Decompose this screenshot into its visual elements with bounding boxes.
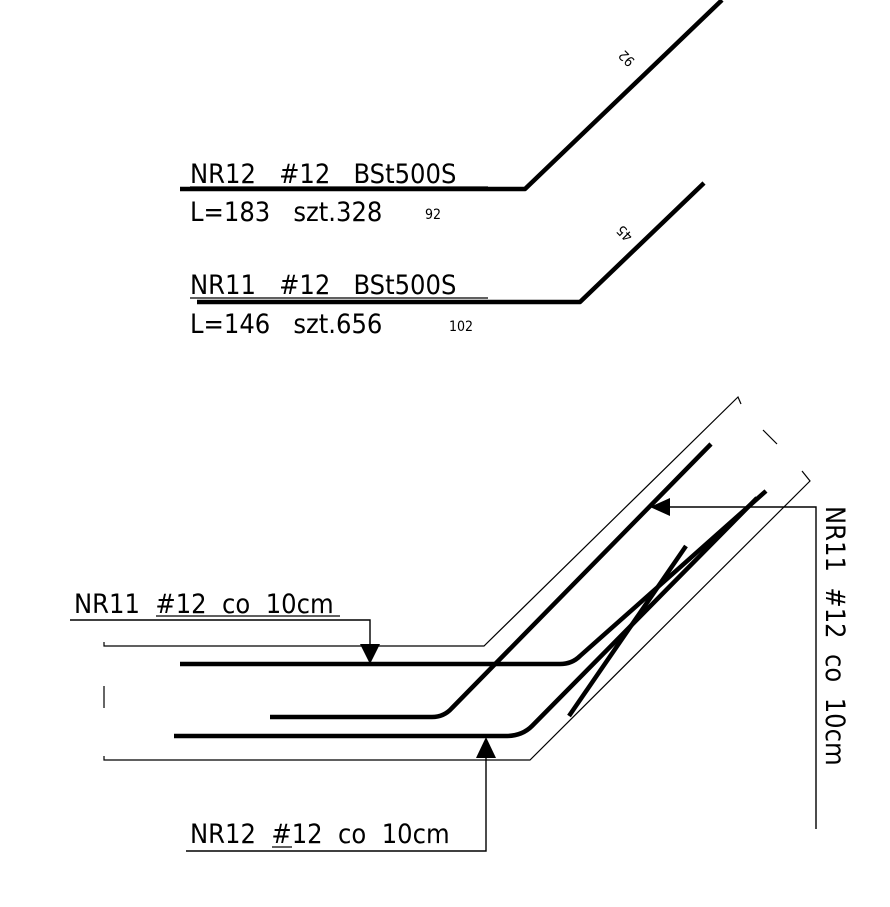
arrow-head-icon: [360, 644, 380, 664]
rebar-nr12-upper: [270, 442, 713, 720]
bar-shape-nr12: [180, 0, 724, 192]
callout-nr12-bottom-label: NR12 #12 co 10cm: [190, 819, 450, 850]
callout-nr11-right-label: NR11 #12 co 10cm: [819, 506, 850, 766]
arrow-head-icon: [476, 737, 496, 758]
callout-nr11-right: NR11 #12 co 10cm: [650, 498, 850, 829]
arrow-head-icon: [650, 498, 670, 516]
concrete-outline: [103, 395, 811, 761]
nr11-horizontal-leg-label: 102: [449, 319, 473, 335]
nr11-diagonal-leg-label: 45: [614, 222, 637, 245]
rebar-nr11-upper: [180, 489, 768, 667]
rebar-nr11-middle: [174, 496, 759, 739]
nr12-length-qty-label: L=183 szt.328: [190, 197, 382, 228]
rebar-nr12-lower: [567, 544, 688, 718]
callout-nr12-bottom: NR12 #12 co 10cm: [186, 737, 496, 852]
nr12-mark-label: NR12 #12 BSt500S: [190, 159, 456, 190]
callout-nr11-left: NR11 #12 co 10cm: [70, 589, 380, 664]
nr11-mark-label: NR11 #12 BSt500S: [190, 270, 456, 301]
nr12-diagonal-leg-label: 92: [616, 47, 639, 70]
nr11-length-qty-label: L=146 szt.656: [190, 309, 382, 340]
bar-shape-nr11: [197, 181, 706, 305]
callout-nr11-left-label: NR11 #12 co 10cm: [74, 589, 334, 620]
nr12-horizontal-leg-label: 92: [425, 207, 441, 223]
